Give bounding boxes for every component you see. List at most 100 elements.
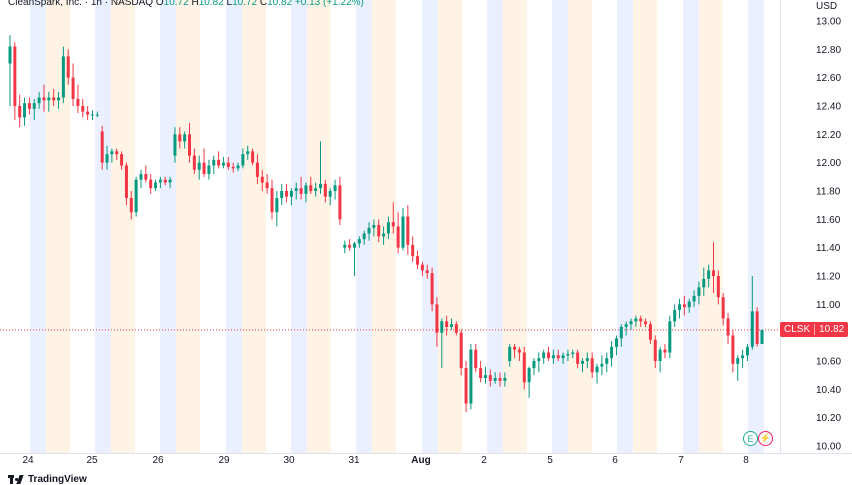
candle-body [129,198,133,213]
candle [614,335,618,356]
candle-body [449,324,454,327]
candle [644,318,648,327]
candle-body [760,329,764,344]
session-band [568,0,592,453]
y-tick-label: 13.00 [816,17,841,28]
candle [246,145,250,160]
candle [226,157,230,170]
candle-body [648,324,652,340]
candle [280,183,284,206]
y-tick-label: 12.20 [816,130,841,141]
candle [294,182,298,200]
candle-body [697,287,701,296]
currency-label: USD [816,1,837,12]
candle [619,324,623,347]
candle [61,46,65,104]
candles [8,35,764,412]
candle-body [464,368,468,404]
session-band [748,0,764,453]
candle-body [711,270,715,276]
candle-body [183,134,187,142]
candle [682,295,686,316]
candle [299,176,303,200]
x-tick-label: 24 [22,455,34,466]
candle-body [726,318,730,336]
candle-body [115,151,119,155]
candle [318,141,323,194]
split-badge-icon[interactable]: ⚡ [758,431,773,446]
y-tick-label: 10.60 [816,357,841,368]
x-axis[interactable]: 24 25 26 29 30 31 Aug 2 5 6 7 8 [22,455,749,466]
candle [716,270,720,305]
symbol-name: CleanSpark, Inc. [8,0,82,8]
candle-body [76,98,80,106]
candle [382,226,386,245]
candle [697,281,701,305]
candle [149,174,153,194]
candle-body [367,227,371,234]
candle [32,98,36,121]
tradingview-logo[interactable]: TradingView [8,474,87,485]
candle-body [653,339,657,361]
candle-body [23,103,27,118]
candle-body [721,297,725,319]
candle-body [498,378,502,381]
candle [188,123,192,163]
candle-body [454,324,458,333]
candle-body [124,165,128,199]
candle-body [391,222,395,227]
candle-body [275,198,279,213]
candle-body [260,176,264,183]
candle-body [556,355,560,359]
candle-body [692,295,696,302]
candle-body [707,270,711,279]
candle-body [386,222,390,234]
candle [663,344,667,359]
candle-body [445,321,449,327]
candle-body [619,327,623,339]
candle-body [527,368,531,383]
candle [600,355,604,376]
candle-body [173,134,177,156]
x-tick-label: 31 [348,455,360,466]
price-tag-value: 10.82 [819,324,845,336]
candle-body [226,162,230,167]
candle [217,151,221,169]
y-tick-label: 11.80 [816,187,841,198]
candle [493,372,497,384]
candle [236,162,240,172]
candle-body [285,191,289,197]
session-shading [30,0,764,453]
candle-body [658,349,662,361]
candle-body [90,114,94,116]
candle [750,276,754,350]
session-band [503,0,527,453]
candle [673,304,677,327]
candle [449,318,454,330]
candle-body [736,358,740,364]
candle [372,219,376,237]
candle-body [236,165,240,169]
close-label: C [259,0,268,8]
earnings-badge-icon[interactable]: E [743,431,758,446]
candle [71,63,75,106]
candle-body [629,321,633,325]
candle [348,239,352,251]
candle-body [493,378,497,381]
candle-body [270,188,274,213]
candle-body [716,276,720,298]
candle [454,321,458,336]
candle [653,335,657,369]
candle-body [280,191,284,199]
open-value: 10.72 [163,0,189,8]
candle-body [314,188,318,191]
y-axis[interactable]: 10.0010.2010.4010.6010.8011.0011.2011.40… [816,17,841,453]
interval: 1h [90,0,102,8]
candle [47,91,51,112]
candle [275,191,279,227]
candle [328,188,332,206]
candle-body [614,338,618,347]
candle-body [207,165,211,174]
session-band [176,0,200,453]
